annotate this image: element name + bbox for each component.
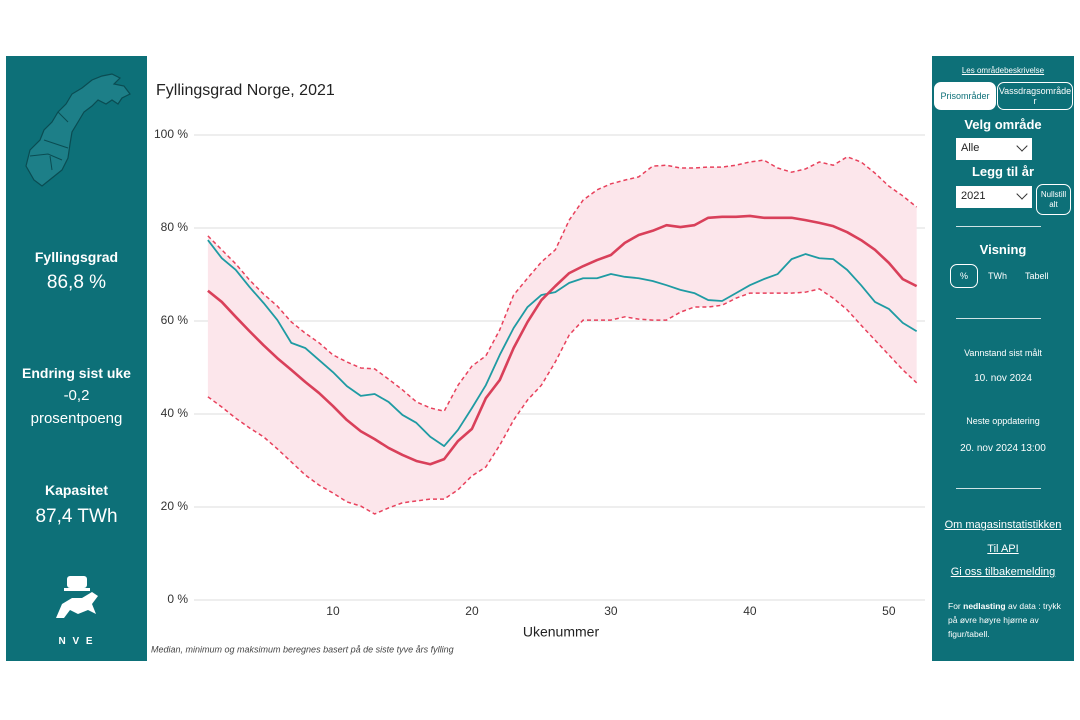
x-tick-label: 30: [604, 604, 618, 618]
next-date: 20. nov 2024 13:00: [960, 443, 1046, 454]
range-band: [207, 156, 917, 514]
range-line: [207, 288, 918, 515]
change-unit: prosentpoeng: [30, 410, 123, 427]
y-tick-label: 80 %: [161, 220, 189, 234]
logo-text: N V E: [58, 636, 95, 647]
next-label: Neste oppdatering: [966, 416, 1040, 426]
reset-button[interactable]: Nullstill alt: [1036, 184, 1071, 215]
divider: [956, 226, 1041, 227]
tab-water[interactable]: Vassdragsområder: [997, 82, 1073, 110]
series-line: [207, 214, 918, 466]
fill-label: Fyllingsgrad: [34, 249, 119, 265]
chart-note: Median, minimum og maksimum beregnes bas…: [151, 644, 454, 654]
y-tick-label: 40 %: [161, 406, 189, 420]
download-bold: nedlasting: [963, 601, 1006, 611]
measured-label: Vannstand sist målt: [964, 348, 1042, 358]
download-note: For nedlasting av data : trykk på øvre h…: [948, 599, 1062, 641]
x-tick-label: 40: [743, 604, 757, 618]
view-label: Visning: [979, 242, 1027, 257]
y-tick-label: 20 %: [161, 499, 189, 513]
y-tick-label: 60 %: [161, 313, 189, 327]
download-pre: For: [948, 601, 961, 611]
y-tick-label: 100 %: [154, 127, 188, 141]
fill-value: 86,8 %: [46, 272, 107, 293]
divider: [956, 318, 1041, 319]
norway-map: [25, 73, 131, 187]
y-tick-label: 0 %: [167, 592, 188, 606]
x-tick-label: 10: [326, 604, 340, 618]
range-line: [207, 156, 918, 412]
measured-date: 10. nov 2024: [974, 373, 1032, 384]
right-panel: Les områdebeskrivelse Prisområder Vassdr…: [932, 56, 1074, 661]
year-label: Legg til år: [971, 164, 1035, 179]
capacity-value: 87,4 TWh: [35, 506, 118, 527]
download-post: av data : trykk på øvre høyre hjørne av …: [948, 601, 1061, 639]
area-label: Velg område: [964, 117, 1042, 132]
feedback-link[interactable]: Gi oss tilbakemelding: [950, 566, 1056, 578]
area-dropdown[interactable]: Alle: [956, 138, 1032, 160]
view-twh[interactable]: TWh: [988, 271, 1007, 281]
year-dropdown[interactable]: 2021: [956, 186, 1032, 208]
left-panel: Fyllingsgrad 86,8 % Endring sist uke -0,…: [6, 56, 147, 661]
change-label: Endring sist uke: [22, 365, 131, 381]
nve-logo: [56, 576, 98, 618]
chart-title: Fyllingsgrad Norge, 2021: [156, 82, 335, 99]
capacity-label: Kapasitet: [44, 482, 109, 498]
tab-price[interactable]: Prisområder: [934, 82, 996, 110]
view-pct[interactable]: %: [950, 264, 978, 288]
change-value: -0,2: [63, 387, 90, 404]
view-table[interactable]: Tabell: [1025, 271, 1049, 281]
x-tick-label: 50: [882, 604, 896, 618]
about-link[interactable]: Om magasinstatistikken: [944, 519, 1062, 531]
divider: [956, 488, 1041, 489]
x-axis-label: Ukenummer: [523, 624, 600, 640]
api-link[interactable]: Til API: [987, 543, 1019, 555]
series-line: [207, 239, 918, 447]
x-tick-label: 20: [465, 604, 479, 618]
area-link[interactable]: Les områdebeskrivelse: [961, 66, 1045, 75]
